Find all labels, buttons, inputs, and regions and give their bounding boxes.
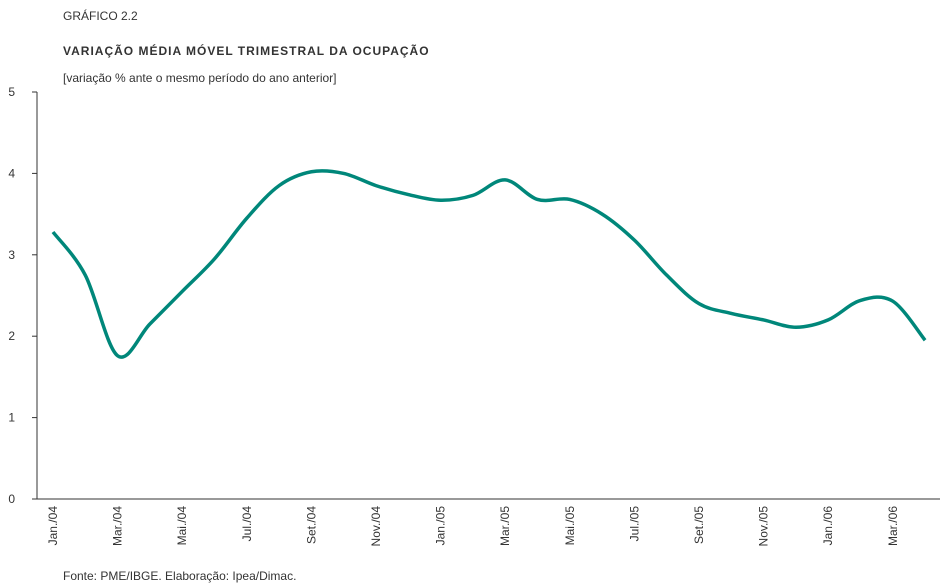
y-tick-label: 5 [8,85,15,99]
chart-source: Fonte: PME/IBGE. Elaboração: Ipea/Dimac. [63,569,296,583]
x-tick-label: Nov./05 [757,506,771,547]
x-tick-label: Mai./05 [563,506,577,546]
chart-label: GRÁFICO 2.2 [63,8,138,23]
x-tick-label: Nov./04 [369,506,383,547]
x-tick-label: Set./04 [304,506,318,544]
x-tick-label: Jan./05 [434,506,448,546]
y-tick-label: 4 [8,166,15,180]
x-tick-label: Jul./04 [240,506,254,542]
x-tick-label: Mar./04 [111,506,125,546]
y-tick-label: 2 [8,329,15,343]
line [51,169,927,359]
x-tick-label: Mar./05 [498,506,512,546]
x-tick-label: Jan./06 [821,506,835,546]
x-tick-label: Mar./06 [886,506,900,546]
y-tick-label: 1 [8,411,15,425]
x-tick-label: Set./05 [692,506,706,544]
x-tick-label: Jul./05 [627,506,641,542]
x-tick-label: Jan./04 [46,506,60,546]
x-tick-label: Mai./04 [175,506,189,546]
y-tick-label: 3 [8,248,15,262]
chart-title: VARIAÇÃO MÉDIA MÓVEL TRIMESTRAL DA OCUPA… [63,43,430,58]
chart-subtitle: [variação % ante o mesmo período do ano … [63,71,337,85]
y-tick-label: 0 [8,492,15,506]
